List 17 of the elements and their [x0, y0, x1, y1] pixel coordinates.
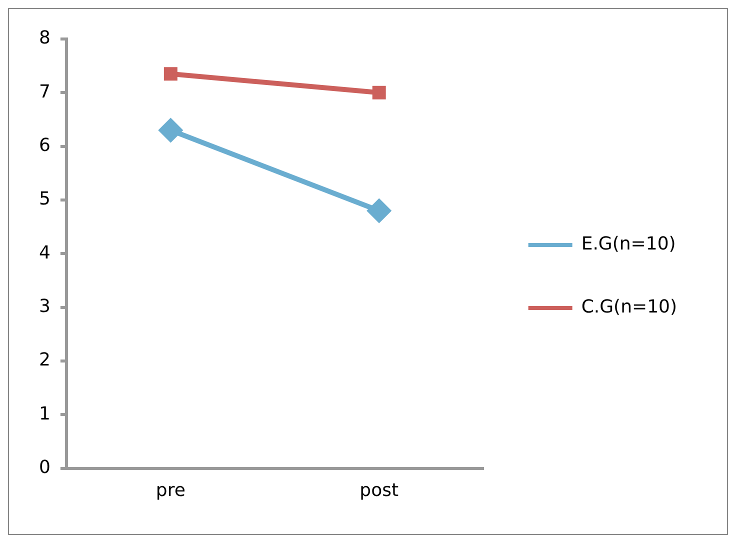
y-tick-label: 0: [39, 457, 50, 478]
y-tick-label: 2: [39, 350, 50, 371]
y-tick-label: 8: [39, 28, 50, 49]
point: [368, 199, 391, 222]
y-tick-label: 7: [39, 81, 50, 102]
y-tick-label: 4: [39, 242, 50, 264]
point: [372, 86, 386, 100]
point: [159, 118, 182, 142]
y-tick-label: 3: [39, 296, 50, 318]
legend-label: E.G(n=10): [581, 234, 676, 255]
x-tick-label: pre: [156, 480, 186, 501]
y-tick-label: 5: [39, 188, 50, 210]
x-tick-label: post: [360, 480, 399, 501]
y-tick-label: 1: [39, 403, 50, 424]
point: [164, 67, 178, 81]
y-tick-label: 6: [39, 135, 50, 156]
legend-label: C.G(n=10): [581, 296, 678, 318]
